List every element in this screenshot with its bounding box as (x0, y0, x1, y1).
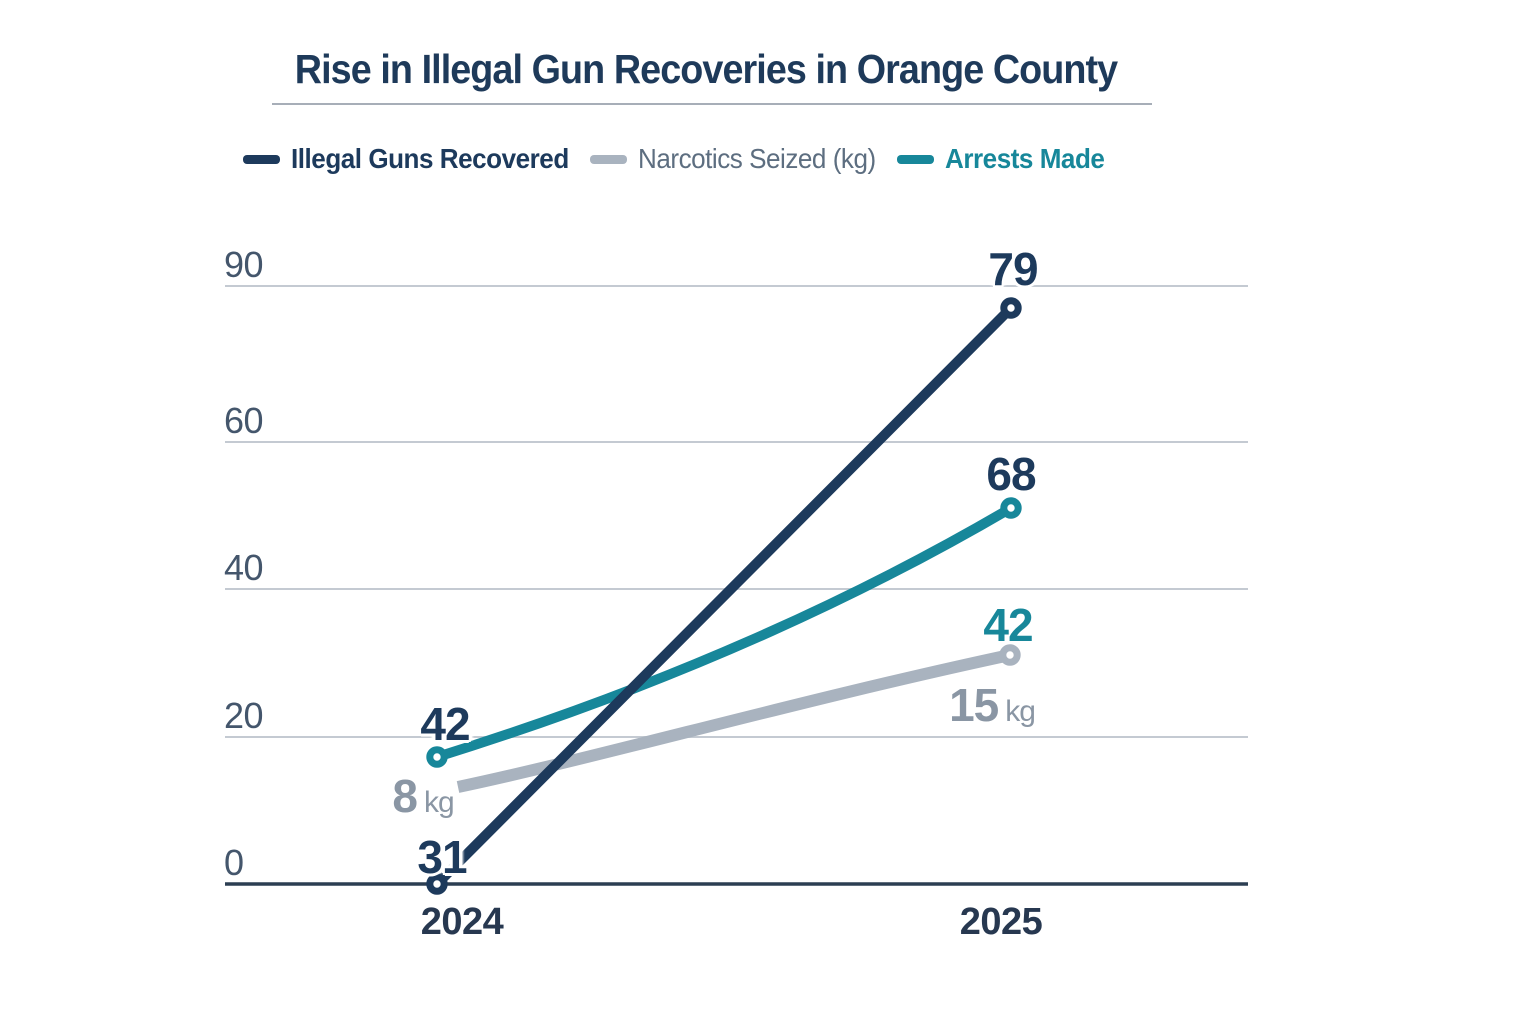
legend-label: Arrests Made (945, 143, 1105, 174)
data-label-guns-2024: 31 (417, 831, 467, 883)
gridlines (225, 285, 1248, 738)
title-underline-rule (272, 103, 1152, 105)
data-point-illegal-guns-2025 (1000, 297, 1022, 319)
legend-item-narcotics: Narcotics Seized (kg) (590, 144, 894, 174)
legend-label: Illegal Guns Recovered (291, 143, 569, 174)
data-label-guns-2025: 79 (988, 243, 1038, 295)
legend-swatch-icon (590, 154, 627, 164)
legend-item-illegal-guns: Illegal Guns Recovered (243, 144, 590, 174)
chart-title: Rise in Illegal Gun Recoveries in Orange… (259, 46, 1153, 93)
x-tick-2024: 2024 (420, 901, 504, 943)
legend-label: Narcotics Seized (kg) (638, 143, 876, 174)
y-tick-0: 0 (224, 842, 244, 883)
data-label-arrests-2024: 42 (420, 698, 470, 750)
data-label-narcotics-2024: 8 kg (392, 770, 454, 822)
series-line-arrests (432, 503, 1016, 762)
data-point-illegal-guns-2024 (426, 873, 448, 895)
data-label-annotation-42: 42 (983, 599, 1033, 651)
series-line-illegal-guns (432, 303, 1016, 889)
x-tick-2025: 2025 (959, 901, 1043, 943)
y-tick-90: 90 (224, 244, 264, 285)
legend-swatch-icon (897, 154, 934, 164)
data-point-arrests-2025 (1000, 497, 1022, 519)
legend-item-arrests: Arrests Made (897, 144, 1116, 174)
data-label-arrests-2025: 68 (986, 448, 1036, 500)
data-label-narcotics-2025: 15 kg (949, 679, 1036, 731)
chart-title-text: Rise in Illegal Gun Recoveries in Orange… (294, 46, 1118, 92)
series-line-narcotics (456, 649, 1012, 793)
y-tick-60: 60 (224, 400, 264, 441)
legend-swatch-icon (243, 154, 280, 164)
y-tick-20: 20 (224, 695, 264, 736)
data-point-arrests-2024 (426, 746, 448, 768)
y-tick-40: 40 (224, 547, 264, 588)
data-point-narcotics-2025 (999, 644, 1021, 666)
